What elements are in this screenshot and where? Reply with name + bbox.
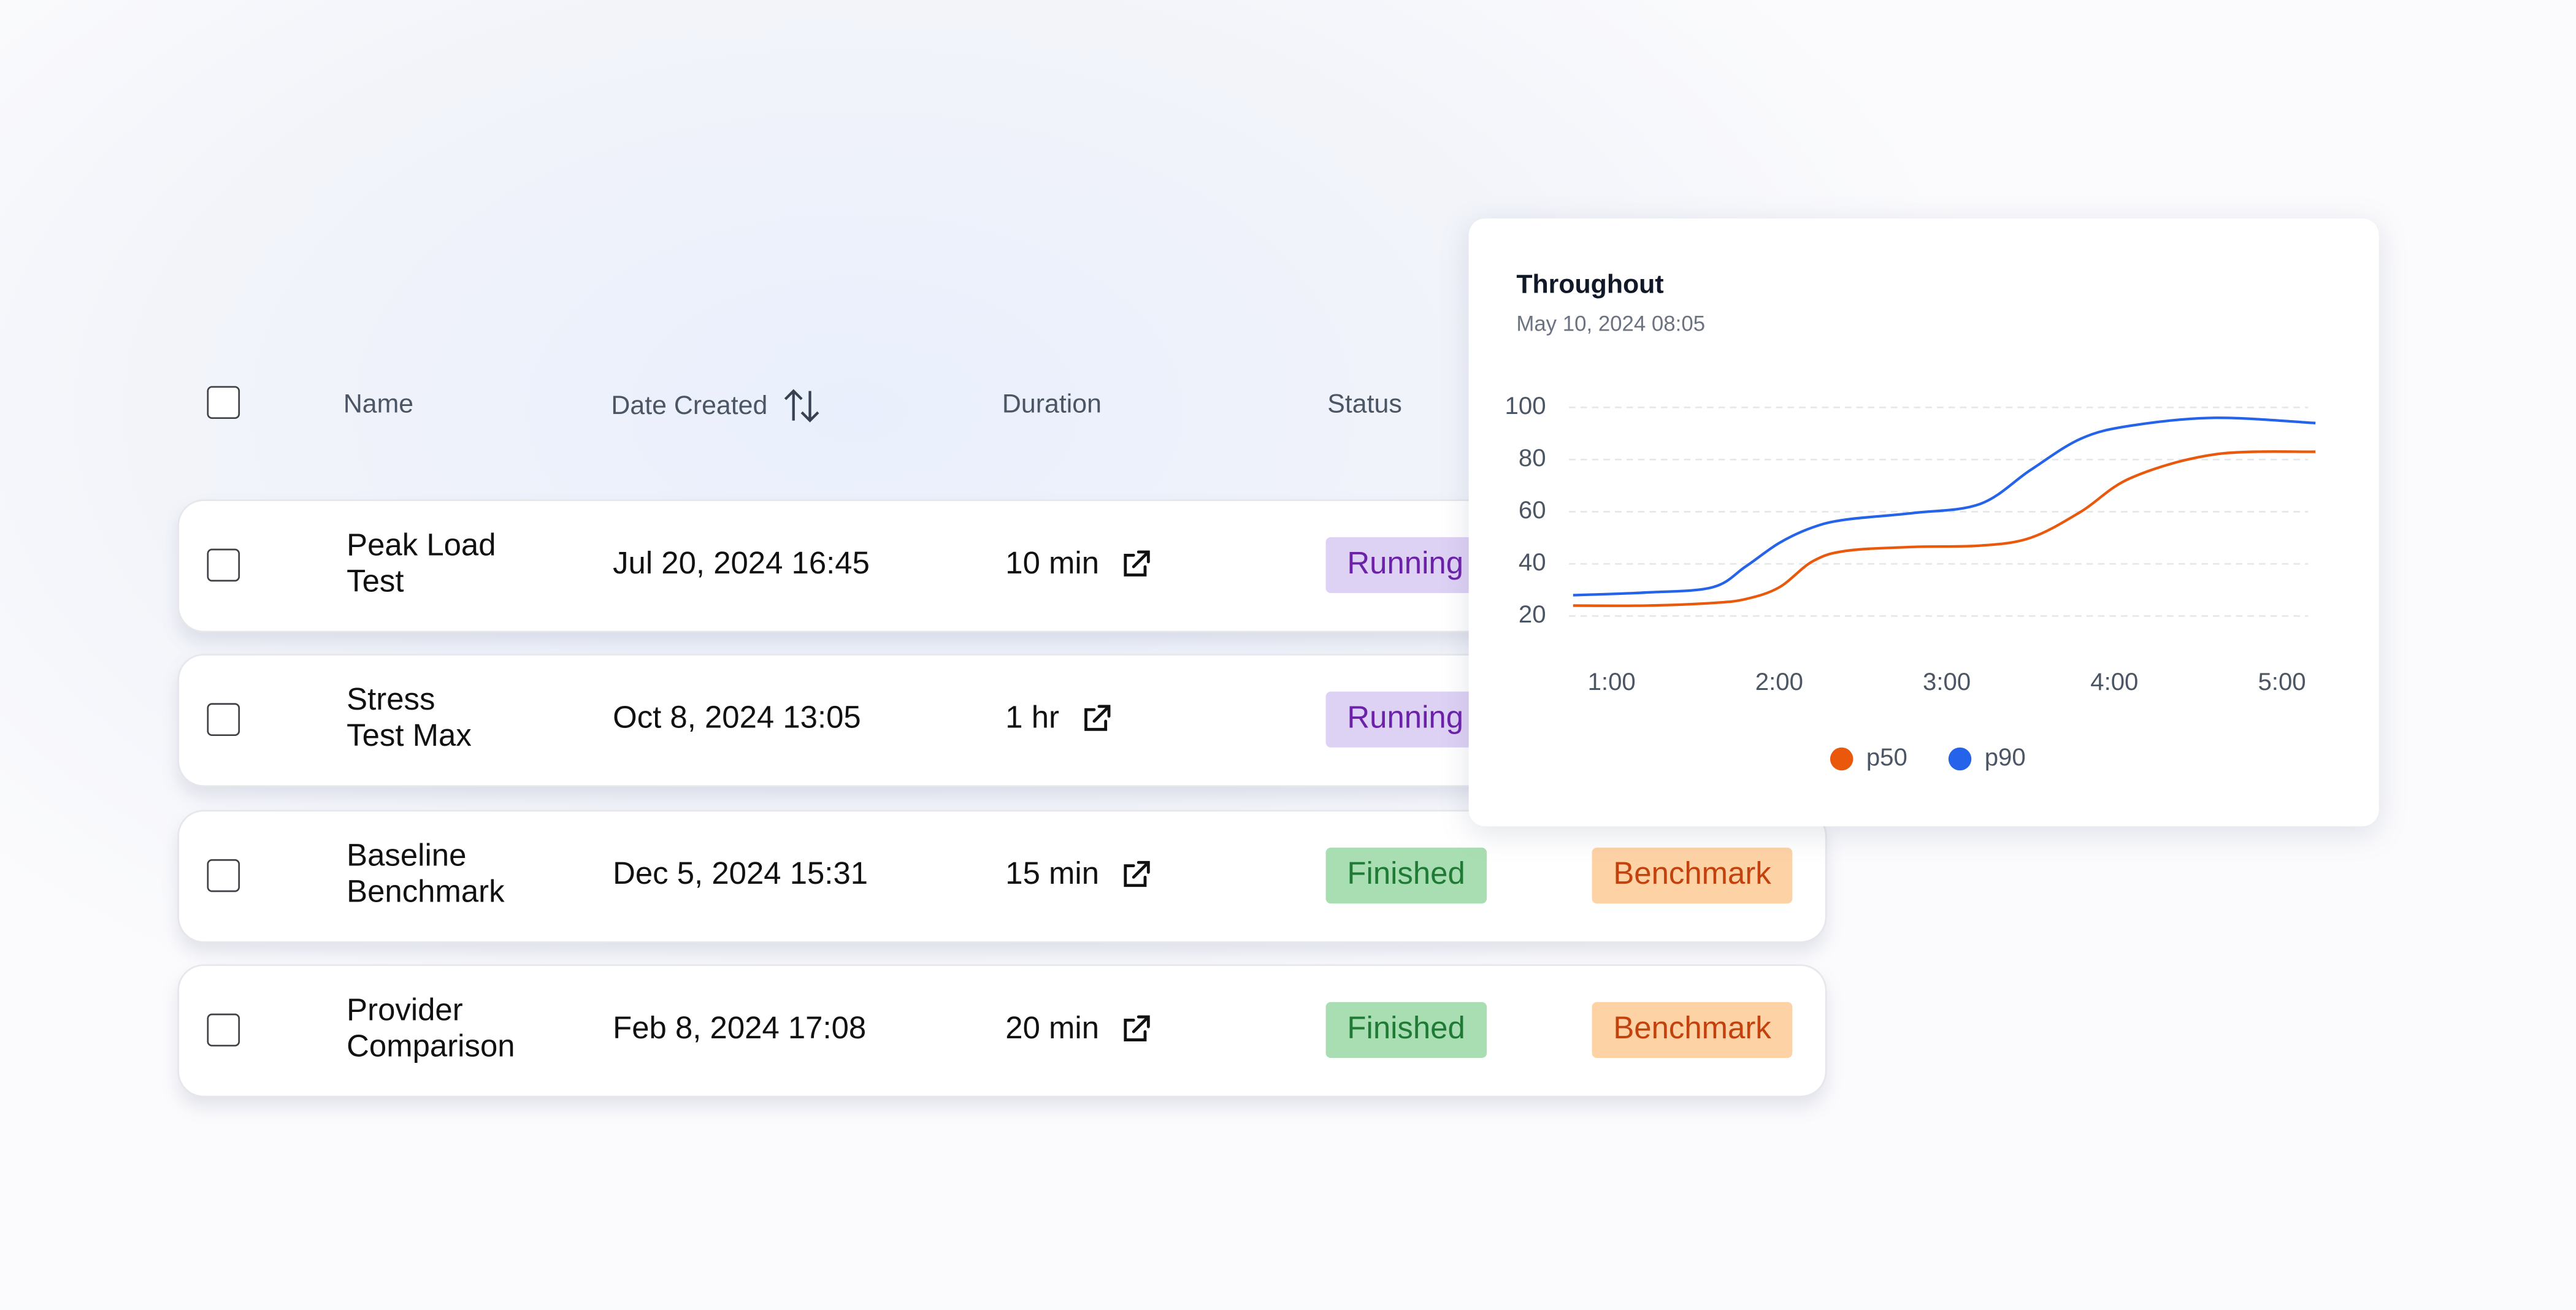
legend-swatch <box>1830 747 1853 771</box>
y-tick-label: 100 <box>1505 392 1546 419</box>
duration-text: 10 min <box>1005 546 1100 582</box>
row-duration: 10 min <box>1005 547 1151 583</box>
open-link-icon[interactable] <box>1119 549 1152 582</box>
row-name: Peak Load Test <box>347 529 496 601</box>
row-duration: 1 hr <box>1005 702 1111 738</box>
x-tick-label: 5:00 <box>2258 668 2306 695</box>
row-checkbox[interactable] <box>207 1013 240 1047</box>
x-tick-label: 2:00 <box>1755 668 1803 695</box>
line-series <box>1573 416 2316 597</box>
row-checkbox[interactable] <box>207 548 240 582</box>
status-pill: Finished <box>1325 1002 1487 1058</box>
line-series <box>1573 450 2316 607</box>
table-row <box>177 810 1827 943</box>
column-header[interactable]: Date Created <box>611 393 768 421</box>
name-line: Benchmark <box>347 875 505 910</box>
x-tick-label: 4:00 <box>2090 668 2138 695</box>
name-line: Peak Load <box>347 529 496 564</box>
sort-icon[interactable] <box>782 388 821 424</box>
x-tick-label: 1:00 <box>1588 668 1636 695</box>
legend-swatch <box>1948 747 1972 771</box>
duration-text: 20 min <box>1005 1011 1100 1047</box>
row-date: Dec 5, 2024 15:31 <box>613 857 868 892</box>
row-checkbox[interactable] <box>207 859 240 892</box>
open-link-icon[interactable] <box>1119 1014 1152 1047</box>
column-header: Name <box>343 391 414 419</box>
column-header: Duration <box>1002 391 1102 419</box>
duration-text: 1 hr <box>1005 701 1060 736</box>
chart-card: Throughout May 10, 2024 08:05 20 40 60 80 10… <box>1468 218 2379 827</box>
name-line: Baseline <box>347 839 467 874</box>
name-line: Test Max <box>347 719 472 754</box>
row-duration: 20 min <box>1005 1012 1151 1048</box>
row-checkbox[interactable] <box>207 703 240 736</box>
chart-subtitle: May 10, 2024 08:05 <box>1516 312 1705 336</box>
chart-title: Throughout <box>1516 269 1663 299</box>
row-date: Jul 20, 2024 16:45 <box>613 546 870 582</box>
status-pill: Running <box>1325 537 1485 593</box>
row-name: Provider Comparison <box>347 994 515 1067</box>
row-date: Oct 8, 2024 13:05 <box>613 701 861 736</box>
name-line: Stress <box>347 683 435 718</box>
legend-label: p50 <box>1866 743 1907 771</box>
row-date: Feb 8, 2024 17:08 <box>613 1011 867 1047</box>
table-row <box>177 964 1827 1098</box>
chart: Throughout May 10, 2024 08:05 20 40 60 80 10… <box>1505 269 2316 771</box>
x-tick-label: 3:00 <box>1923 668 1971 695</box>
column-header: Status <box>1327 391 1402 419</box>
duration-text: 15 min <box>1005 857 1100 892</box>
legend-label: p90 <box>1985 743 2026 771</box>
y-tick-label: 60 <box>1519 496 1546 524</box>
open-link-icon[interactable] <box>1079 703 1112 736</box>
tag-pill: Benchmark <box>1592 848 1793 904</box>
tag-pill: Benchmark <box>1592 1002 1793 1058</box>
row-duration: 15 min <box>1005 857 1151 894</box>
y-tick-label: 20 <box>1519 600 1546 628</box>
y-tick-label: 40 <box>1519 548 1546 576</box>
row-name: Baseline Benchmark <box>347 840 504 912</box>
y-tick-label: 80 <box>1519 444 1546 472</box>
row-name: Stress Test Max <box>347 683 472 756</box>
name-line: Test <box>347 565 404 600</box>
status-pill: Running <box>1325 691 1485 748</box>
name-line: Provider <box>347 994 463 1028</box>
name-line: Comparison <box>347 1030 515 1065</box>
select-all-checkbox[interactable] <box>207 386 240 419</box>
status-pill: Finished <box>1325 848 1487 904</box>
open-link-icon[interactable] <box>1119 859 1152 892</box>
